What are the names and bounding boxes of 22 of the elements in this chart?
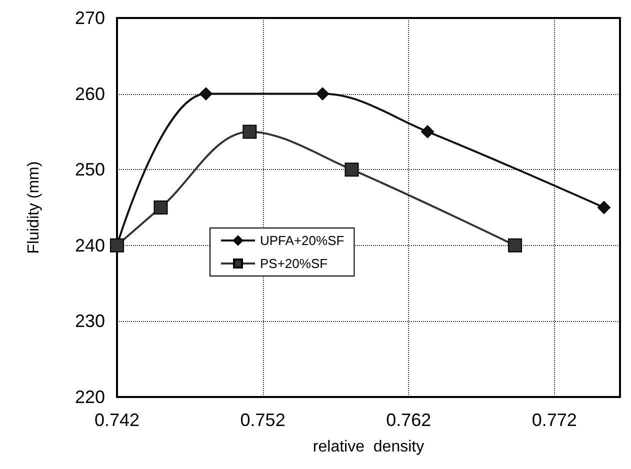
legend-label: UPFA+20%SF	[260, 233, 344, 248]
y-tick-label: 240	[74, 235, 105, 256]
x-tick-label: 0.762	[386, 410, 432, 430]
y-tick-label: 230	[74, 311, 105, 332]
point	[344, 162, 359, 177]
y-axis-title: Fluidity (mm)	[26, 161, 42, 254]
y-tick-label: 250	[74, 160, 105, 180]
point	[597, 201, 610, 214]
y-tick-label: 220	[74, 387, 105, 407]
legend-label: PS+20%SF	[260, 256, 328, 271]
point	[508, 238, 522, 252]
x-tick-label: 0.752	[240, 410, 286, 430]
x-tick-label: 0.772	[532, 410, 577, 430]
x-tick-label: 0.742	[94, 410, 140, 430]
point	[316, 87, 330, 100]
point	[421, 125, 434, 138]
y-tick-label: 270	[74, 8, 105, 28]
point	[199, 87, 212, 100]
x-axis-title: relative density	[312, 438, 424, 456]
point	[242, 124, 257, 139]
y-tick-label: 260	[74, 84, 105, 104]
point	[154, 200, 168, 214]
